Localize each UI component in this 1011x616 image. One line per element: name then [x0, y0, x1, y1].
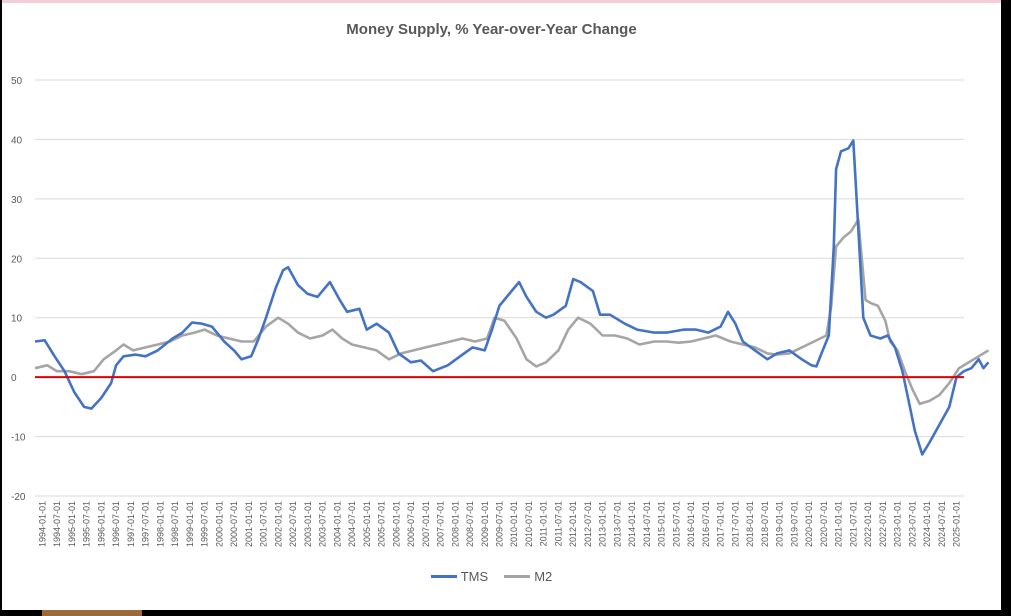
x-tick-label: 2019-07-01 — [789, 501, 799, 547]
x-tick-label: 2003-01-01 — [303, 501, 313, 547]
chart-legend: TMS M2 — [2, 569, 981, 584]
x-tick-label: 1994-07-01 — [52, 501, 62, 547]
x-tick-label: 2001-07-01 — [259, 501, 269, 547]
x-tick-label: 2005-01-01 — [362, 501, 372, 547]
series-line-tms — [34, 139, 990, 456]
x-tick-label: 1995-01-01 — [67, 501, 77, 547]
x-tick-label: 2018-01-01 — [745, 501, 755, 547]
y-tick-label: 10 — [11, 314, 23, 325]
legend-label-m2: M2 — [534, 569, 553, 584]
x-tick-label: 1994-01-01 — [37, 501, 47, 547]
legend-swatch-m2 — [504, 575, 531, 578]
y-tick-label: 40 — [11, 135, 23, 146]
legend-swatch-tms — [430, 575, 457, 578]
x-tick-label: 2015-01-01 — [657, 501, 667, 547]
x-tick-label: 2023-07-01 — [907, 501, 917, 547]
x-tick-label: 2009-01-01 — [480, 501, 490, 547]
x-tick-label: 2024-01-01 — [922, 501, 932, 547]
chart-area: Money Supply, % Year-over-Year Change -2… — [2, 3, 1001, 610]
x-tick-label: 1999-01-01 — [185, 501, 195, 547]
x-tick-label: 2020-01-01 — [804, 501, 814, 547]
x-tick-label: 2016-01-01 — [686, 501, 696, 547]
x-tick-label: 2020-07-01 — [819, 501, 829, 547]
x-tick-label: 2021-01-01 — [834, 501, 844, 547]
x-tick-label: 2014-01-01 — [627, 501, 637, 547]
x-tick-label: 1995-07-01 — [82, 501, 92, 547]
y-tick-label: -20 — [11, 492, 26, 503]
series-line-m2 — [34, 218, 990, 406]
line-chart: -20 -10 0 10 20 30 40 50 1994-01-01 1994-07-01 199… — [11, 76, 990, 547]
x-tick-label: 2023-01-01 — [893, 501, 903, 547]
x-tick-label: 2006-01-01 — [391, 501, 401, 547]
legend-item-tms: TMS — [430, 569, 489, 584]
x-tick-label: 2000-01-01 — [214, 501, 224, 547]
x-tick-label: 2005-07-01 — [377, 501, 387, 547]
x-tick-label: 2021-07-01 — [848, 501, 858, 547]
x-tick-label: 1997-07-01 — [141, 501, 151, 547]
y-tick-label: 0 — [11, 373, 17, 384]
x-tick-label: 2011-01-01 — [539, 501, 549, 546]
x-tick-label: 1996-01-01 — [96, 501, 106, 547]
x-tick-label: 2008-01-01 — [450, 501, 460, 547]
x-tick-label: 1998-01-01 — [155, 501, 165, 547]
x-tick-label: 2011-07-01 — [553, 501, 563, 546]
chart-title: Money Supply, % Year-over-Year Change — [346, 21, 637, 38]
x-tick-label: 1998-07-01 — [170, 501, 180, 547]
x-tick-label: 2006-07-01 — [406, 501, 416, 547]
x-tick-label: 2007-07-01 — [436, 501, 446, 547]
x-tick-label: 2017-01-01 — [716, 501, 726, 547]
x-tick-label: 2018-07-01 — [760, 501, 770, 547]
x-tick-label: 2025-01-01 — [952, 501, 962, 547]
y-tick-label: -10 — [11, 433, 26, 444]
x-tick-label: 2000-07-01 — [229, 501, 239, 547]
x-tick-label: 2013-07-01 — [612, 501, 622, 547]
x-tick-label: 2013-01-01 — [598, 501, 608, 547]
x-tick-label: 2010-01-01 — [509, 501, 519, 547]
x-tick-label: 2008-07-01 — [465, 501, 475, 547]
x-tick-label: 2016-07-01 — [701, 501, 711, 547]
top-accent-strip — [2, 0, 1001, 3]
x-tick-label: 2017-07-01 — [730, 501, 740, 547]
x-tick-label: 2014-07-01 — [642, 501, 652, 547]
x-tick-label: 2002-01-01 — [273, 501, 283, 547]
x-tick-label: 2012-07-01 — [583, 501, 593, 547]
x-tick-label: 2022-01-01 — [863, 501, 873, 547]
x-tick-label: 2004-07-01 — [347, 501, 357, 547]
x-tick-label: 2003-07-01 — [318, 501, 328, 547]
x-tick-label: 2010-07-01 — [524, 501, 534, 547]
y-tick-label: 30 — [11, 195, 23, 206]
x-tick-label: 2012-01-01 — [568, 501, 578, 547]
x-tick-label: 2007-01-01 — [421, 501, 431, 547]
legend-item-m2: M2 — [504, 569, 552, 584]
x-tick-label: 1997-01-01 — [126, 501, 136, 547]
legend-label-tms: TMS — [460, 569, 489, 584]
x-tick-label: 2004-01-01 — [332, 501, 342, 547]
x-tick-label: 2001-01-01 — [244, 501, 254, 547]
x-tick-label: 2009-07-01 — [495, 501, 505, 547]
x-tick-label: 1999-07-01 — [200, 501, 210, 547]
x-tick-label: 1996-07-01 — [111, 501, 121, 547]
taskbar-tab — [42, 610, 142, 616]
y-tick-label: 50 — [11, 76, 23, 87]
x-tick-label: 2024-07-01 — [937, 501, 947, 547]
x-tick-label: 2002-07-01 — [288, 501, 298, 547]
x-tick-label: 2015-07-01 — [671, 501, 681, 547]
x-tick-label: 2022-07-01 — [878, 501, 888, 547]
y-tick-label: 20 — [11, 254, 23, 265]
x-tick-label: 2019-01-01 — [775, 501, 785, 547]
